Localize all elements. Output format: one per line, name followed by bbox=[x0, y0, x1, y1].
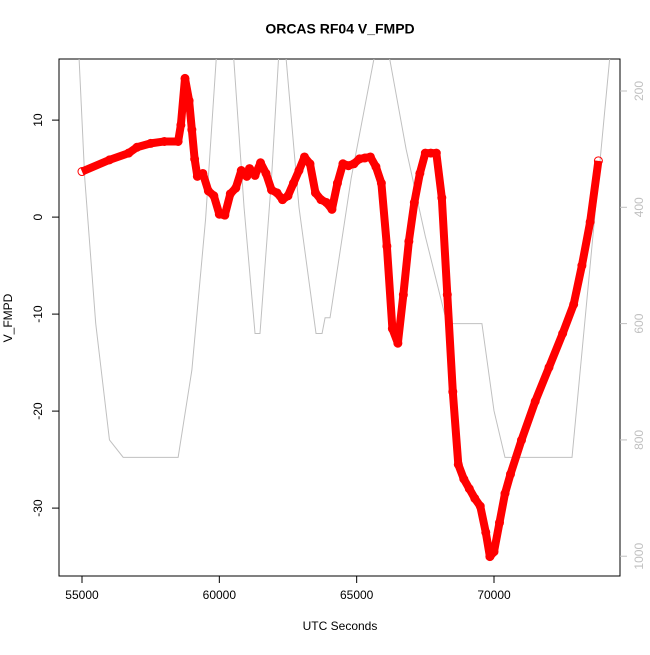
point bbox=[426, 148, 436, 158]
point bbox=[585, 217, 595, 227]
y-axis-label: V_FMPD bbox=[1, 293, 15, 342]
y-tick-label: -10 bbox=[31, 305, 45, 323]
point bbox=[256, 158, 266, 168]
point bbox=[321, 198, 331, 208]
point bbox=[184, 96, 194, 106]
point bbox=[225, 189, 235, 199]
y2-tick-label: 200 bbox=[632, 81, 646, 101]
point bbox=[470, 493, 480, 503]
point bbox=[124, 148, 134, 158]
point bbox=[267, 185, 277, 195]
point bbox=[209, 191, 219, 201]
x-tick-label: 60000 bbox=[203, 588, 237, 602]
point bbox=[316, 195, 326, 205]
point bbox=[180, 73, 190, 83]
point bbox=[231, 183, 241, 193]
plot-frame bbox=[58, 58, 621, 577]
point bbox=[464, 484, 474, 494]
point bbox=[494, 518, 504, 528]
x-axis-label: UTC Seconds bbox=[303, 619, 378, 633]
point bbox=[453, 459, 463, 469]
point bbox=[393, 338, 403, 348]
point bbox=[220, 210, 230, 220]
point bbox=[261, 168, 271, 178]
point bbox=[338, 159, 348, 169]
point bbox=[354, 154, 364, 164]
point bbox=[305, 159, 315, 169]
y2-tick-label: 1000 bbox=[632, 543, 646, 570]
point bbox=[272, 188, 282, 198]
point bbox=[530, 396, 540, 406]
x-tick-label: 70000 bbox=[477, 588, 511, 602]
trace-line bbox=[80, 74, 603, 561]
point bbox=[77, 167, 87, 177]
point bbox=[214, 209, 224, 219]
point bbox=[146, 138, 156, 148]
chart-title: ORCAS RF04 V_FMPD bbox=[265, 21, 414, 37]
point bbox=[176, 120, 186, 130]
point bbox=[505, 469, 515, 479]
point bbox=[104, 155, 114, 165]
point bbox=[593, 156, 603, 166]
point bbox=[365, 152, 375, 162]
point bbox=[310, 188, 320, 198]
y-tick-label: 10 bbox=[31, 113, 45, 127]
point bbox=[516, 435, 526, 445]
point bbox=[299, 152, 309, 162]
point bbox=[250, 170, 260, 180]
x-tick-label: 55000 bbox=[65, 588, 99, 602]
point bbox=[343, 161, 353, 171]
point bbox=[132, 142, 142, 152]
point bbox=[190, 154, 200, 164]
point bbox=[442, 290, 452, 300]
point bbox=[376, 178, 386, 188]
y2-tick-label: 400 bbox=[632, 197, 646, 217]
point bbox=[382, 241, 392, 251]
point bbox=[360, 153, 370, 163]
point bbox=[159, 136, 169, 146]
point bbox=[283, 191, 293, 201]
point bbox=[431, 148, 441, 158]
point bbox=[409, 198, 419, 208]
point bbox=[173, 136, 183, 146]
point bbox=[288, 178, 298, 188]
y-tick-label: -30 bbox=[31, 499, 45, 517]
point bbox=[192, 171, 202, 181]
point bbox=[481, 527, 491, 537]
y2-tick-label: 600 bbox=[632, 313, 646, 333]
point bbox=[489, 547, 499, 557]
point bbox=[203, 186, 213, 196]
point bbox=[544, 362, 554, 372]
point bbox=[198, 168, 208, 178]
point bbox=[404, 236, 414, 246]
y2-tick-label: 800 bbox=[632, 430, 646, 450]
point bbox=[558, 329, 568, 339]
y-tick-label: 0 bbox=[31, 213, 45, 220]
point bbox=[398, 290, 408, 300]
point bbox=[420, 148, 430, 158]
x-tick-label: 65000 bbox=[340, 588, 374, 602]
point bbox=[349, 159, 359, 169]
point bbox=[459, 474, 469, 484]
point bbox=[415, 168, 425, 178]
point bbox=[448, 387, 458, 397]
point bbox=[327, 204, 337, 214]
point bbox=[245, 164, 255, 174]
point bbox=[332, 178, 342, 188]
point bbox=[437, 193, 447, 203]
point bbox=[236, 166, 246, 176]
point bbox=[187, 125, 197, 135]
point bbox=[569, 299, 579, 309]
point bbox=[387, 324, 397, 334]
point bbox=[371, 162, 381, 172]
point bbox=[475, 501, 485, 511]
point bbox=[577, 261, 587, 271]
point bbox=[294, 166, 304, 176]
pressure-line bbox=[78, 59, 611, 458]
plot-area bbox=[77, 59, 611, 562]
y-tick-label: -20 bbox=[31, 402, 45, 420]
point bbox=[500, 489, 510, 499]
